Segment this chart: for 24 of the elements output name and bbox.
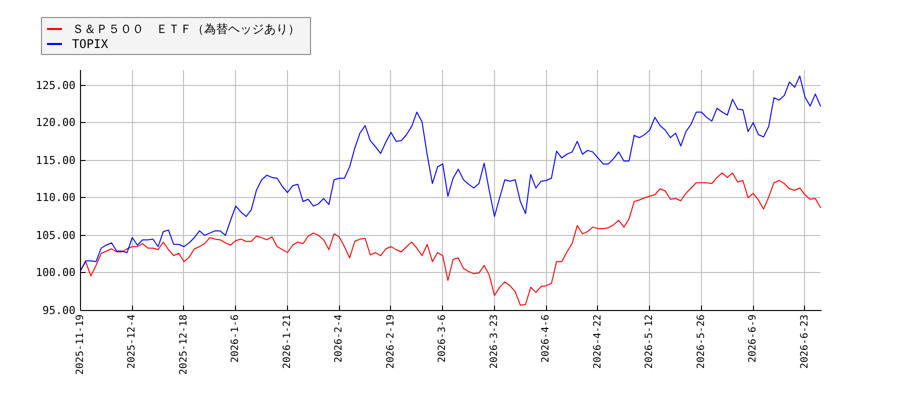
- x-tick-label: 2026-3-23: [488, 314, 500, 369]
- x-tick-label: 2026-4-6: [540, 314, 552, 363]
- legend-label: TOPIX: [72, 37, 109, 51]
- x-tick-label: 2026-6-9: [748, 314, 759, 363]
- x-tick-label: 2025-12-4: [126, 314, 138, 369]
- x-tick-label: 2026-5-26: [696, 314, 707, 369]
- x-tick-label: 2026-5-12: [644, 314, 656, 369]
- y-tick-label: 100.00: [36, 266, 76, 279]
- y-tick-label: 120.00: [36, 116, 76, 129]
- x-tick-label: 2026-3-6: [437, 314, 448, 363]
- y-tick-label: 125.00: [36, 79, 76, 92]
- y-tick-label: 115.00: [36, 154, 76, 167]
- x-tick-label: 2025-12-18: [178, 314, 190, 375]
- x-tick-label: 2025-11-19: [75, 314, 86, 375]
- x-tick-label: 2026-2-19: [385, 314, 396, 369]
- x-tick-label: 2026-2-4: [334, 314, 345, 363]
- y-tick-label: 110.00: [36, 191, 76, 204]
- x-tick-label: 2026-4-22: [592, 314, 604, 369]
- legend-label: Ｓ＆Ｐ５００ ＥＴＦ（為替ヘッジあり）: [72, 22, 300, 36]
- y-tick-label: 95.00: [42, 304, 76, 317]
- x-tick-label: 2026-1-6: [230, 314, 242, 363]
- x-tick-label: 2026-1-21: [282, 314, 293, 369]
- y-tick-label: 105.00: [36, 229, 76, 242]
- x-tick-label: 2026-6-23: [799, 314, 810, 369]
